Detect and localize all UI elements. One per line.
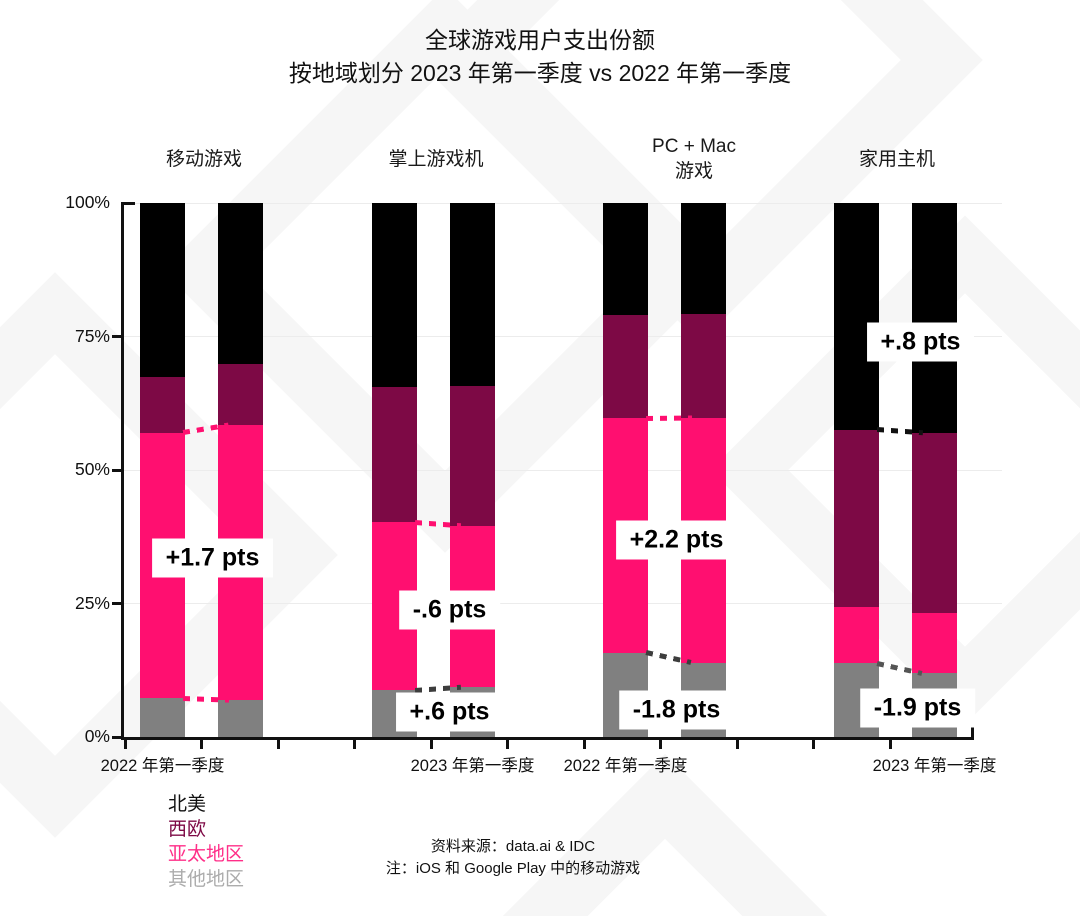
y-axis-tick bbox=[112, 468, 122, 472]
change-connector bbox=[645, 415, 693, 421]
legend: 北美西欧亚太地区其他地区 bbox=[168, 792, 244, 892]
x-axis-tick bbox=[888, 740, 892, 749]
bar-segment-西欧 bbox=[603, 315, 648, 419]
x-axis-tick bbox=[123, 740, 127, 749]
legend-item-西欧: 西欧 bbox=[168, 819, 207, 840]
bar-segment-西欧 bbox=[834, 429, 879, 607]
y-axis-label: 75% bbox=[74, 325, 110, 346]
y-axis-line bbox=[121, 202, 124, 740]
change-annotation: +.6 pts bbox=[395, 692, 504, 732]
bar-segment-北美 bbox=[912, 203, 957, 434]
group-header: 家用主机 bbox=[858, 148, 935, 170]
bar-segment-西欧 bbox=[140, 376, 185, 433]
bar-segment-西欧 bbox=[912, 433, 957, 614]
bar-segment-西欧 bbox=[681, 313, 726, 418]
group-header: PC + Mac 游戏 bbox=[652, 136, 736, 182]
group-header: 掌上游戏机 bbox=[388, 148, 484, 170]
x-axis-tick bbox=[659, 740, 662, 749]
bar-segment-北美 bbox=[450, 203, 495, 386]
y-axis-tick bbox=[112, 335, 122, 338]
legend-item-其他地区: 其他地区 bbox=[168, 869, 245, 890]
change-annotation: -.6 pts bbox=[398, 590, 501, 630]
x-axis-line bbox=[121, 737, 974, 740]
bar-segment-北美 bbox=[218, 203, 263, 365]
legend-item-亚太地区: 亚太地区 bbox=[168, 844, 245, 865]
x-axis-label: 2023 年第一季度 bbox=[872, 757, 997, 775]
chart-title-line1: 全球游戏用户支出份额 bbox=[425, 27, 655, 53]
bar-segment-西欧 bbox=[450, 385, 495, 526]
x-axis-tick bbox=[735, 740, 739, 749]
x-axis-tick bbox=[812, 740, 815, 749]
y-axis-cap bbox=[121, 202, 135, 205]
legend-item-北美: 北美 bbox=[168, 794, 207, 815]
change-annotation: -1.8 pts bbox=[618, 690, 735, 730]
bar-segment-亚太地区 bbox=[834, 606, 879, 664]
x-axis-tick bbox=[353, 740, 356, 749]
bar-segment-亚太地区 bbox=[912, 613, 957, 674]
x-axis-tick bbox=[582, 740, 586, 749]
group-header: 移动游戏 bbox=[165, 148, 242, 170]
change-connector bbox=[182, 695, 230, 703]
x-axis-tick bbox=[200, 740, 203, 749]
change-annotation: -1.9 pts bbox=[859, 688, 976, 728]
bar-segment-北美 bbox=[681, 203, 726, 314]
bar-segment-西欧 bbox=[372, 386, 417, 523]
x-axis-label: 2022 年第一季度 bbox=[563, 757, 688, 775]
change-annotation: +2.2 pts bbox=[615, 520, 738, 560]
change-annotation: +.8 pts bbox=[866, 322, 975, 362]
y-axis-label: 50% bbox=[74, 459, 110, 479]
y-axis-label: 25% bbox=[74, 592, 110, 613]
note-line: 注：iOS 和 Google Play 中的移动游戏 bbox=[385, 860, 641, 877]
gridline bbox=[124, 603, 1002, 604]
bar-segment-其他地区 bbox=[140, 698, 185, 737]
source-block: 资料来源：data.ai & IDC 注：iOS 和 Google Play 中… bbox=[313, 836, 713, 880]
bar-segment-北美 bbox=[372, 203, 417, 387]
x-axis-label: 2022 年第一季度 bbox=[100, 757, 225, 775]
bar-segment-其他地区 bbox=[218, 699, 263, 737]
y-axis-label: 0% bbox=[84, 726, 110, 746]
y-axis-label: 100% bbox=[65, 192, 110, 212]
bar-segment-西欧 bbox=[218, 364, 263, 426]
chart-title-line2: 按地域划分 2023 年第一季度 vs 2022 年第一季度 bbox=[288, 60, 792, 86]
y-axis-tick bbox=[112, 735, 122, 739]
x-axis-cap bbox=[971, 725, 974, 738]
gridline bbox=[124, 469, 1002, 471]
change-annotation: +1.7 pts bbox=[151, 538, 274, 578]
source-line: 资料来源：data.ai & IDC bbox=[430, 838, 596, 855]
y-axis-tick bbox=[112, 602, 122, 605]
gridline bbox=[124, 336, 1002, 337]
x-axis-tick bbox=[506, 740, 509, 749]
chart-title: 全球游戏用户支出份额 按地域划分 2023 年第一季度 vs 2022 年第一季… bbox=[0, 24, 1080, 90]
x-axis-tick bbox=[429, 740, 433, 749]
bar-segment-北美 bbox=[603, 203, 648, 316]
x-axis-tick bbox=[276, 740, 280, 749]
bar-segment-北美 bbox=[140, 203, 185, 377]
bar-segment-北美 bbox=[834, 203, 879, 430]
x-axis-label: 2023 年第一季度 bbox=[410, 757, 535, 775]
gridline bbox=[124, 202, 1002, 204]
